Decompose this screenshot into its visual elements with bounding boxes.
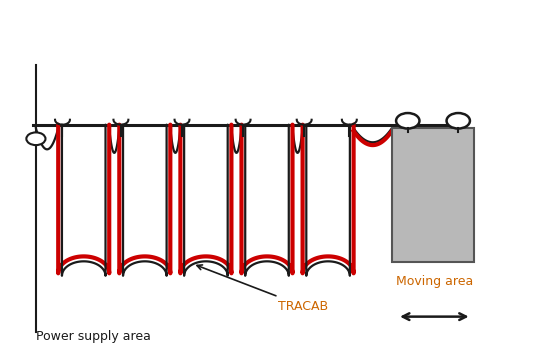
Bar <box>392 128 474 262</box>
Text: Power supply area: Power supply area <box>36 330 151 343</box>
Text: Moving area: Moving area <box>396 275 473 289</box>
Circle shape <box>446 113 470 129</box>
Circle shape <box>26 132 45 145</box>
Circle shape <box>396 113 420 129</box>
Text: TRACAB: TRACAB <box>197 265 328 312</box>
